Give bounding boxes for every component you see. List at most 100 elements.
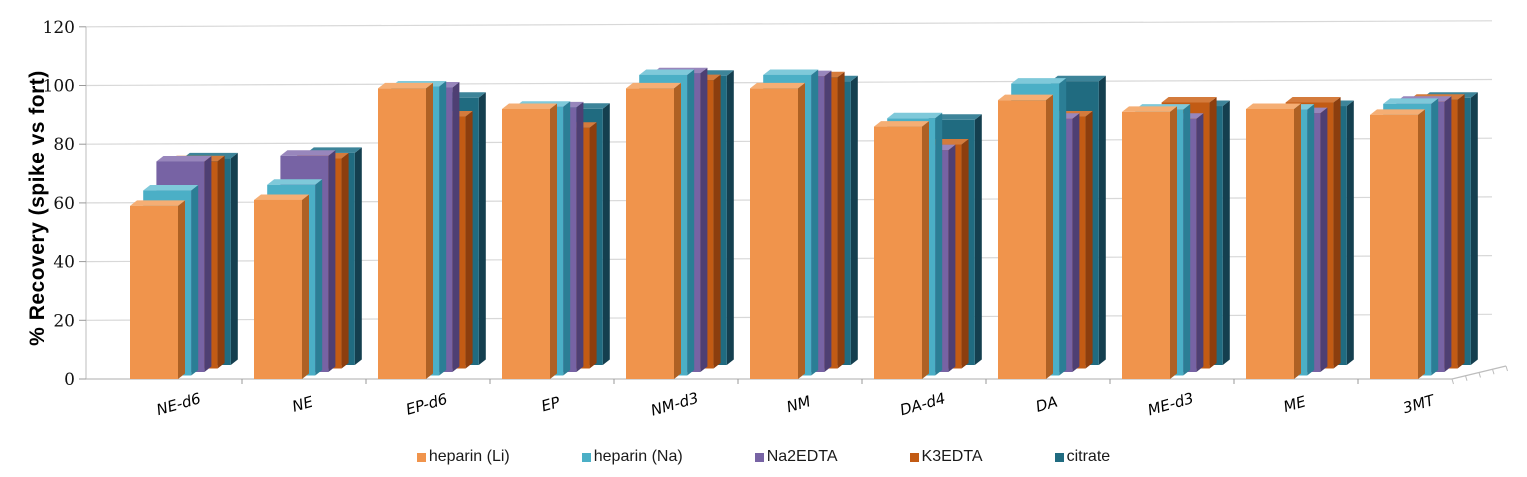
bar-top-face (1122, 106, 1177, 112)
x-category-label: NM-d3 (649, 389, 701, 420)
bar-side-face (354, 147, 362, 365)
bar-front-face (750, 88, 798, 379)
legend-swatch-icon (416, 452, 426, 462)
bar-side-face (452, 82, 460, 372)
bar-side-face (1470, 92, 1478, 365)
y-tick-label: 20 (53, 311, 75, 331)
legend-item: citrate (1054, 448, 1111, 466)
bar-group-ME-d3 (1122, 97, 1230, 379)
x-category-label: DA-d4 (898, 389, 947, 419)
bar-front-face (130, 205, 178, 379)
y-tick-label: 100 (43, 77, 75, 97)
legend-swatch-icon (754, 452, 764, 462)
bar-side-face (341, 153, 349, 369)
depth-axis-tick (1505, 365, 1508, 372)
legend-item: Na2EDTA (754, 448, 838, 466)
legend-item: heparin (Na) (581, 448, 683, 466)
bar-side-face (713, 74, 721, 369)
bar-top-face (267, 179, 323, 185)
bar-side-face (674, 82, 681, 379)
bar-side-face (328, 150, 336, 372)
bar-heparin (Li)-NE (254, 194, 309, 379)
bar-heparin (Li)-NE-d6 (130, 200, 185, 379)
bar-side-face (1346, 100, 1354, 365)
bar-side-face (589, 122, 597, 369)
gridline-y120 (85, 20, 1493, 28)
bar-top-face (1161, 97, 1217, 103)
bar-heparin (Li)-ME-d3 (1122, 106, 1177, 379)
bar-top-face (626, 82, 681, 89)
bar-side-face (230, 152, 238, 365)
bar-side-face (798, 82, 805, 379)
legend-swatch-icon (909, 452, 919, 462)
bar-group-NM-d3 (626, 67, 734, 379)
bar-side-face (550, 103, 557, 379)
bar-side-face (837, 71, 845, 369)
bar-side-face (700, 67, 708, 373)
y-axis-title: % Recovery (spike vs fort) (26, 70, 49, 346)
bar-front-face (1370, 114, 1418, 379)
bar-side-face (1320, 107, 1328, 372)
bar-top-face (502, 103, 557, 109)
bar-side-face (1431, 98, 1439, 376)
bar-side-face (948, 144, 956, 372)
y-tick-label: 80 (53, 135, 75, 155)
bar-group-ME (1246, 97, 1354, 379)
bar-side-face (974, 114, 982, 366)
bar-side-face (465, 111, 473, 369)
bar-side-face (1294, 103, 1301, 379)
bar-group-DA (998, 75, 1106, 380)
bar-top-face (1383, 98, 1439, 104)
bar-top-face (1011, 78, 1067, 84)
bar-side-face (687, 69, 695, 376)
x-category-label: NM (785, 392, 813, 416)
bar-group-EP-d6 (378, 81, 486, 379)
bar-side-face (1209, 97, 1217, 369)
bar-top-face (639, 69, 695, 75)
bar-top-face (143, 185, 199, 191)
bar-top-face (1285, 97, 1341, 103)
bar-heparin (Li)-NM (750, 82, 805, 379)
depth-axis-tick (1492, 369, 1495, 375)
bar-top-face (254, 194, 309, 200)
bar-front-face (626, 88, 674, 379)
bar-heparin (Li)-3MT (1370, 109, 1425, 379)
y-tick-label: 120 (43, 18, 75, 38)
bar-group-NE (254, 147, 362, 379)
bar-top-face (130, 200, 185, 206)
bar-side-face (315, 179, 323, 376)
x-category-label: NE (290, 393, 315, 416)
bar-side-face (1046, 94, 1053, 380)
bar-top-face (1246, 103, 1301, 109)
x-category-label: NE-d6 (154, 389, 202, 419)
bar-front-face (378, 88, 426, 379)
x-category-label: EP-d6 (404, 390, 450, 419)
bar-side-face (217, 155, 225, 369)
legend-label: Na2EDTA (766, 448, 838, 465)
y-tick-label: 0 (64, 370, 75, 390)
legend-label: heparin (Li) (428, 448, 510, 465)
bar-side-face (1085, 111, 1093, 369)
bar-side-face (478, 92, 486, 365)
bar-side-face (811, 69, 819, 376)
bar-side-face (726, 70, 734, 365)
bar-side-face (1170, 106, 1177, 379)
x-category-label: DA (1034, 393, 1060, 416)
y-tick-label: 40 (53, 253, 75, 273)
x-category-label: ME (1281, 392, 1308, 416)
legend-label: heparin (Na) (593, 448, 683, 465)
bar-side-face (824, 70, 832, 373)
bar-top-face (750, 82, 805, 89)
bar-heparin (Li)-ME (1246, 103, 1301, 379)
bar-side-face (1072, 113, 1080, 373)
bar-side-face (439, 81, 447, 376)
bar-front-face (1122, 111, 1170, 379)
bar-top-face (156, 155, 212, 162)
bar-group-EP (502, 101, 610, 379)
legend-label: citrate (1066, 448, 1111, 465)
bar-side-face (961, 139, 969, 369)
bar-top-face (1370, 109, 1425, 115)
bar-front-face (254, 199, 302, 379)
bar-group-NM (750, 69, 858, 379)
